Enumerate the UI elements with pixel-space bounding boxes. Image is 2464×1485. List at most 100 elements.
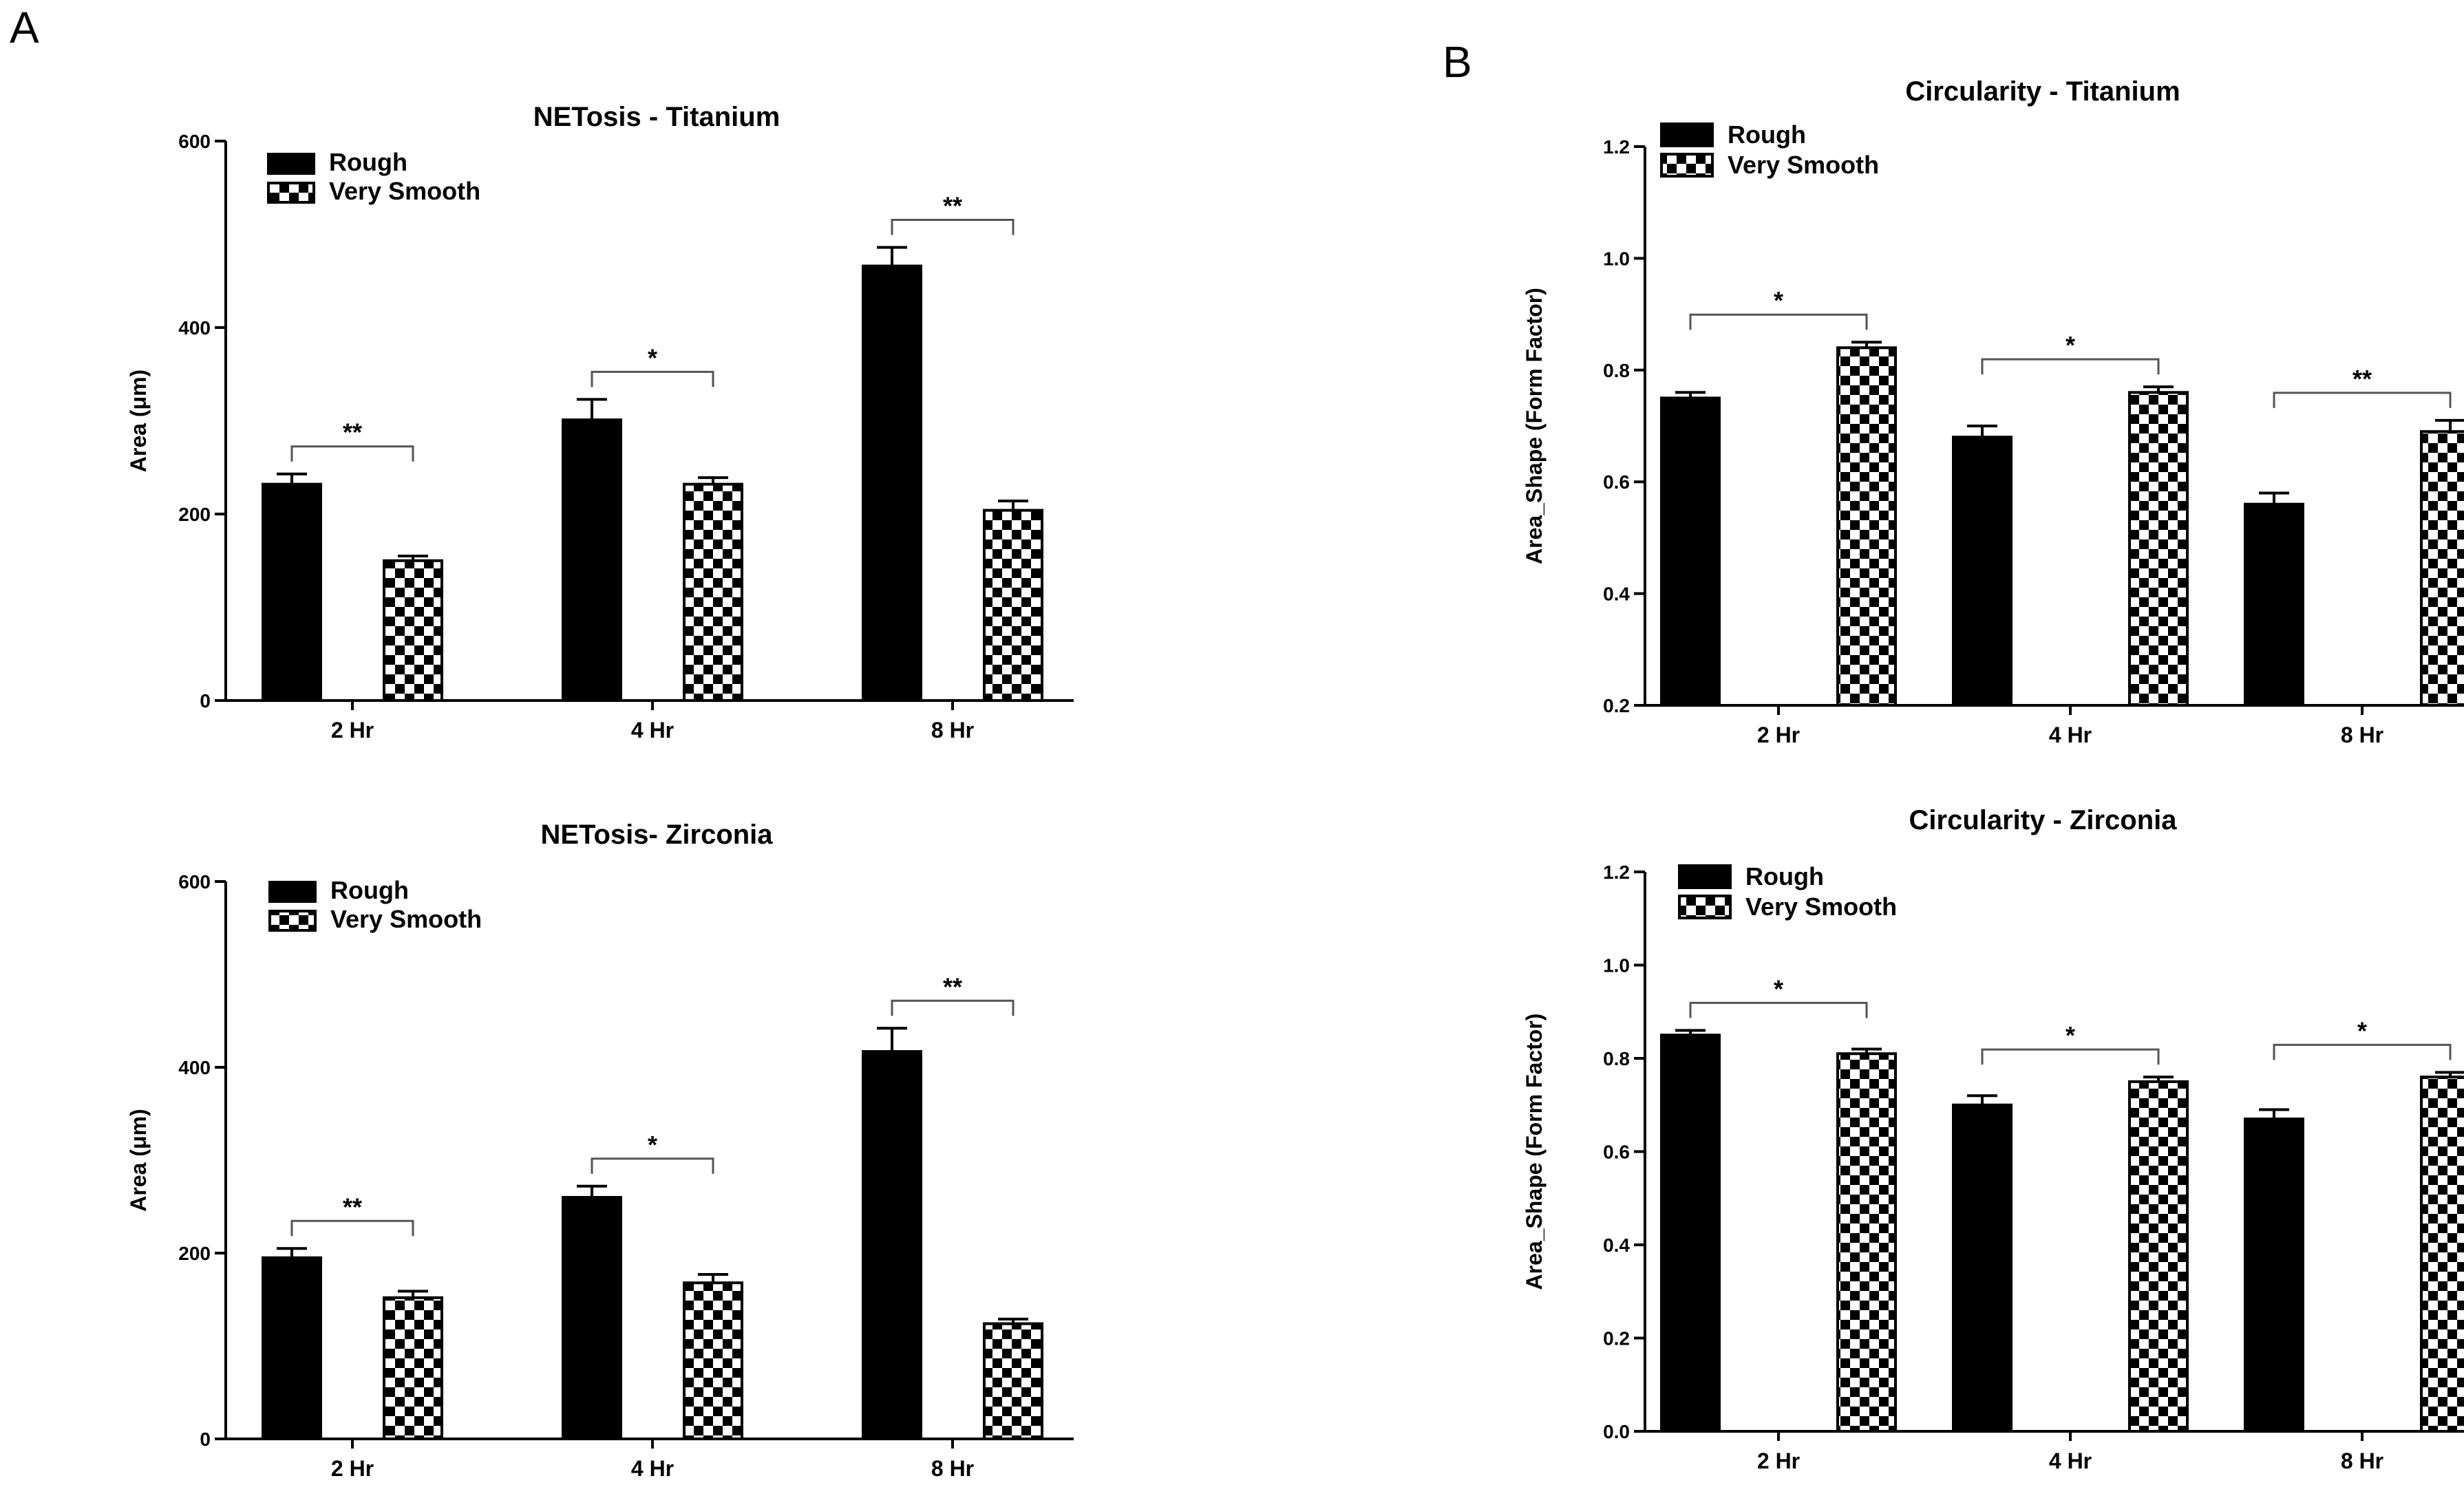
- bar-very-smooth: [683, 1281, 743, 1440]
- legend-swatch-rough: [1678, 864, 1732, 889]
- y-axis-label: Area_Shape (Form Factor): [1522, 1014, 1547, 1290]
- legend-swatch-very-smooth: [1678, 895, 1732, 919]
- significance-label: *: [1774, 974, 1783, 1003]
- significance-bracket: [591, 1157, 714, 1174]
- bar-very-smooth: [2420, 430, 2464, 707]
- legend-label-rough: Rough: [1745, 862, 1824, 890]
- significance-bracket: [1981, 358, 2160, 375]
- legend-label-rough: Rough: [330, 876, 409, 904]
- significance-bracket: [891, 999, 1015, 1016]
- bar-very-smooth: [2128, 1080, 2189, 1433]
- significance-label: **: [943, 191, 962, 220]
- significance-bracket: [891, 218, 1015, 235]
- significance-bracket: [1689, 313, 1868, 330]
- significance-bracket: [2273, 1043, 2452, 1060]
- y-tick-label: 1.0: [1603, 955, 1630, 976]
- y-tick-label: 0.0: [1603, 1421, 1630, 1442]
- y-tick-label: 0.4: [1603, 584, 1630, 605]
- bar-rough: [262, 482, 322, 702]
- chart-title: Circularity - Zirconia: [1909, 805, 2178, 835]
- legend-swatch-rough: [268, 881, 317, 903]
- bar-very-smooth: [1836, 1052, 1897, 1433]
- x-tick-label: 4 Hr: [631, 1456, 674, 1481]
- panel-label-b: B: [1443, 37, 1472, 87]
- bar-rough: [562, 418, 622, 703]
- bar-very-smooth: [1836, 346, 1897, 707]
- y-tick-label: 0: [200, 690, 211, 712]
- significance-bracket: [2273, 392, 2452, 408]
- panel-label-a: A: [10, 3, 39, 52]
- charts-root: NETosis - Titanium Area (μm) 0 200 400 600 2 H…: [126, 76, 2464, 1481]
- legend: Rough Very Smooth: [1678, 862, 1897, 921]
- bar-very-smooth: [383, 1296, 443, 1441]
- y-axis-label: Area (μm): [126, 370, 151, 472]
- significance-label: **: [343, 1193, 362, 1221]
- significance-label: **: [2353, 365, 2372, 393]
- y-tick-label: 1.0: [1603, 248, 1630, 269]
- y-tick-label: 200: [178, 1243, 211, 1264]
- y-tick-label: 0.8: [1603, 1048, 1630, 1069]
- chart-title: Circularity - Titanium: [1905, 76, 2180, 107]
- bar-rough: [1952, 436, 2012, 707]
- y-tick-label: 0.2: [1603, 1328, 1630, 1349]
- bar-rough: [862, 1050, 922, 1441]
- significance-bracket: [591, 370, 714, 387]
- significance-bracket: [290, 445, 414, 462]
- chart-title: NETosis - Titanium: [533, 102, 780, 132]
- bar-very-smooth: [383, 559, 443, 702]
- y-axis-label: Area (μm): [126, 1109, 151, 1211]
- x-tick-label: 4 Hr: [2049, 1449, 2092, 1473]
- x-tick-label: 2 Hr: [331, 1456, 374, 1481]
- significance-bracket: [1981, 1048, 2160, 1065]
- bar-very-smooth: [2128, 391, 2189, 707]
- bar-very-smooth: [2420, 1076, 2464, 1433]
- y-axis-label: Area_Shape (Form Factor): [1522, 288, 1547, 564]
- legend-swatch-rough: [267, 153, 315, 175]
- legend-label-very-smooth: Very Smooth: [1745, 893, 1897, 921]
- legend-label-very-smooth: Very Smooth: [329, 177, 480, 205]
- x-tick-label: 4 Hr: [2049, 723, 2092, 747]
- bar-very-smooth: [683, 482, 743, 702]
- chart-circularity-titanium: Circularity - Titanium Area_Shape (Form F…: [1522, 76, 2464, 747]
- y-tick-label: 400: [178, 1057, 211, 1078]
- x-tick-label: 8 Hr: [2341, 1449, 2383, 1473]
- y-tick-label: 0.6: [1603, 471, 1630, 493]
- legend-label-rough: Rough: [329, 148, 407, 176]
- significance-bracket: [290, 1219, 414, 1237]
- legend-label-very-smooth: Very Smooth: [330, 905, 482, 933]
- x-tick-label: 2 Hr: [1757, 723, 1800, 747]
- significance-bracket: [1689, 1001, 1868, 1018]
- y-tick-label: 0: [200, 1429, 211, 1450]
- y-tick-label: 0.2: [1603, 695, 1630, 716]
- bar-rough: [262, 1256, 322, 1440]
- x-tick-label: 8 Hr: [931, 1456, 974, 1481]
- chart-netosis-zirconia: NETosis- Zirconia Area (μm) 0 200 400 600 2 Hr…: [126, 820, 1074, 1481]
- y-tick-label: 0.8: [1603, 360, 1630, 381]
- significance-label: *: [2065, 1021, 2075, 1049]
- bar-rough: [2244, 502, 2304, 707]
- legend-swatch-very-smooth: [268, 910, 317, 932]
- y-tick-label: 0.6: [1603, 1142, 1630, 1163]
- significance-label: **: [343, 418, 362, 447]
- y-tick-label: 1.2: [1603, 136, 1630, 158]
- significance-label: *: [648, 343, 657, 372]
- bar-rough: [862, 264, 922, 702]
- y-tick-label: 200: [178, 504, 211, 525]
- x-tick-label: 8 Hr: [2341, 723, 2383, 747]
- bar-rough: [562, 1196, 622, 1440]
- significance-label: *: [2065, 331, 2075, 359]
- y-tick-label: 1.2: [1603, 862, 1630, 883]
- bar-rough: [1660, 396, 1721, 707]
- significance-label: **: [943, 972, 962, 1001]
- significance-label: *: [1774, 286, 1783, 314]
- chart-title: NETosis- Zirconia: [540, 820, 773, 850]
- legend-swatch-rough: [1660, 122, 1714, 147]
- legend-swatch-very-smooth: [267, 182, 315, 204]
- bar-rough: [1952, 1103, 2012, 1433]
- y-tick-label: 400: [178, 317, 211, 339]
- chart-netosis-titanium: NETosis - Titanium Area (μm) 0 200 400 600 2 H…: [126, 102, 1074, 742]
